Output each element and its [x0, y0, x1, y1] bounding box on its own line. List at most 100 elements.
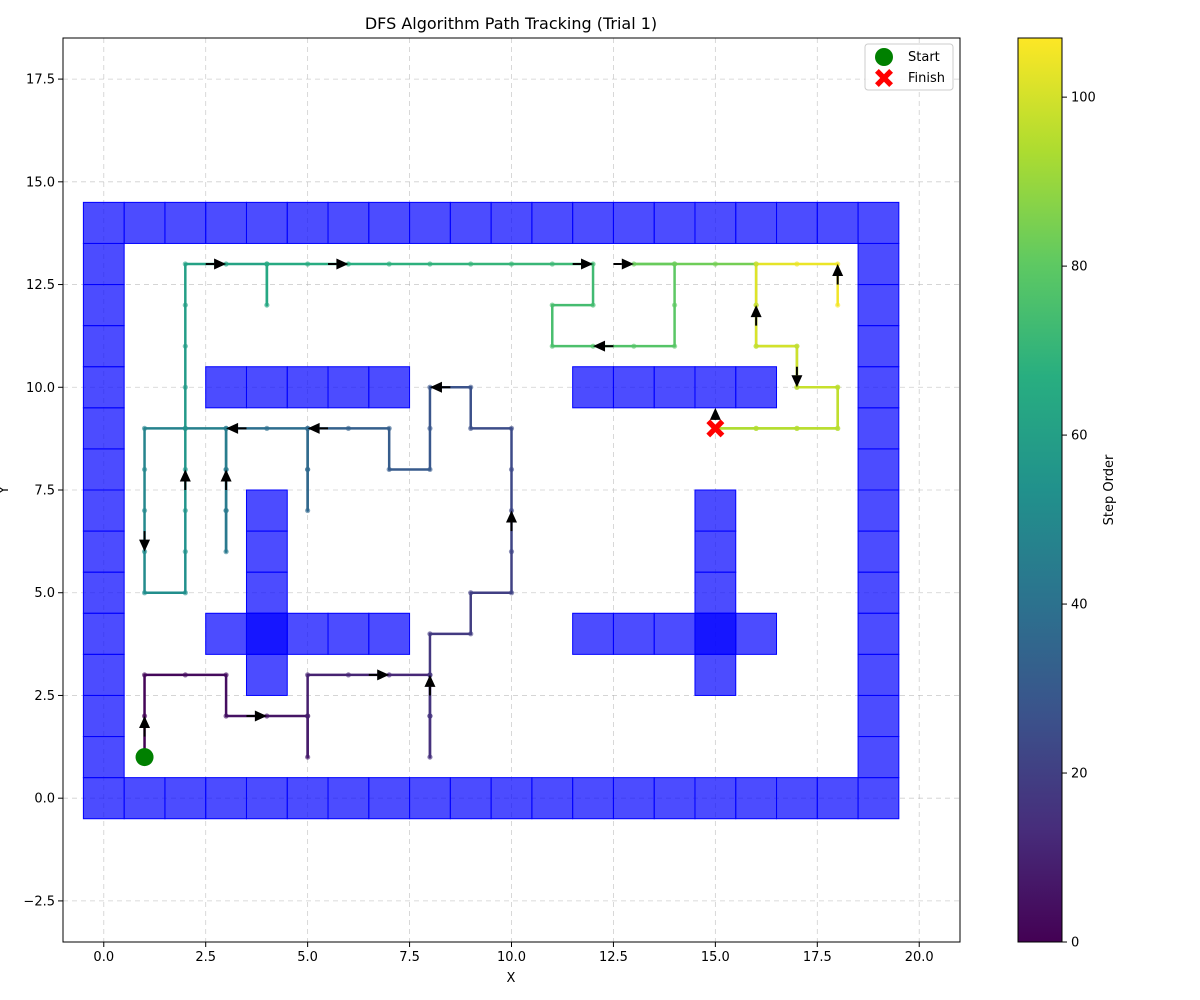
x-tick-label: 15.0 [701, 950, 730, 965]
wall-cell [82, 777, 125, 820]
direction-arrow [307, 422, 329, 434]
wall-cell [82, 284, 125, 327]
path-point [508, 425, 515, 431]
wall-cell [327, 201, 370, 244]
wall-cell [490, 777, 533, 820]
wall-cell [82, 448, 125, 491]
wall-cell [205, 777, 247, 820]
y-axis-label: Y [0, 486, 12, 495]
wall-cell [245, 489, 288, 532]
y-tick-label: 2.5 [34, 689, 55, 704]
wall-cell [857, 530, 900, 573]
wall-cell [694, 530, 737, 573]
wall-cell [286, 777, 329, 820]
arrow-head [226, 422, 239, 434]
wall-cell [857, 489, 900, 532]
direction-arrow [832, 264, 844, 285]
x-tick-label: 2.5 [195, 950, 216, 965]
arrow-head [377, 669, 390, 681]
wall-cell [245, 777, 288, 820]
arrow-head [220, 469, 232, 482]
arrow-head [336, 258, 349, 270]
arrow-head [581, 258, 594, 270]
x-tick-label: 0.0 [93, 950, 114, 965]
wall-cell [286, 366, 329, 409]
direction-arrow [709, 407, 721, 420]
dfs-path [141, 261, 841, 760]
wall-cell [857, 612, 900, 655]
path-point [386, 425, 392, 431]
wall-cell [816, 201, 859, 244]
arrow-head [179, 469, 191, 482]
path-point [386, 261, 392, 267]
wall-cell [205, 366, 247, 409]
wall-cell [735, 201, 778, 244]
path-point [794, 384, 800, 390]
wall-cell [653, 201, 696, 244]
wall-cell [776, 201, 818, 244]
arrow-head [506, 510, 517, 523]
path-point [427, 713, 433, 719]
direction-arrow [750, 305, 762, 326]
wall-cell [653, 366, 696, 409]
wall-cell [612, 777, 655, 820]
wall-cell [694, 777, 737, 820]
colorbar-tick-label: 60 [1071, 429, 1088, 444]
path-point [671, 261, 678, 267]
x-axis-ticks: 0.0 2.5 5.0 7.5 10.0 12.5 15.0 17.5 20.0 [93, 942, 934, 965]
wall-cell [82, 694, 125, 738]
path-point [182, 590, 188, 596]
wall-cell [82, 653, 125, 696]
wall-cell [857, 777, 900, 820]
direction-arrow [205, 258, 227, 270]
wall-cell [82, 489, 125, 532]
colorbar: 0 20 40 60 80 100 Step Order [1017, 37, 1117, 951]
path-point [427, 631, 433, 637]
path-point [223, 549, 229, 555]
path-point [223, 672, 229, 678]
wall-cell [164, 777, 207, 820]
arrow-head [214, 258, 227, 270]
wall-cell [857, 407, 900, 450]
y-tick-label: 0.0 [34, 792, 55, 807]
path-point [182, 672, 188, 678]
path-point [508, 466, 515, 473]
wall-cell [857, 694, 900, 738]
path-point [182, 261, 188, 267]
direction-arrow [368, 669, 390, 681]
path-point [508, 549, 515, 555]
wall-cell [82, 571, 125, 614]
wall-cell [531, 201, 574, 244]
direction-arrow [791, 366, 803, 388]
wall-cell [694, 201, 737, 244]
direction-arrow [572, 258, 594, 270]
wall-cell [857, 448, 900, 491]
legend-marker-start [875, 48, 893, 66]
wall-cell [816, 777, 859, 820]
path-point [468, 261, 474, 267]
path-point [264, 302, 270, 308]
wall-cell [694, 489, 737, 532]
path-point [182, 302, 188, 308]
wall-cell [735, 612, 778, 655]
finish-marker [706, 419, 725, 438]
colorbar-gradient [1017, 37, 1063, 943]
y-tick-label: 10.0 [26, 381, 55, 396]
path-point [264, 425, 270, 431]
wall-cell [572, 201, 614, 244]
arrow-head [750, 305, 762, 318]
direction-arrow [139, 531, 151, 552]
wall-cell [653, 612, 696, 655]
direction-arrow [139, 716, 151, 737]
wall-cell [409, 201, 451, 244]
wall-cell [82, 366, 125, 409]
path-point [141, 713, 148, 719]
start-marker [135, 748, 154, 767]
path-point [223, 713, 229, 719]
wall-cell [653, 777, 696, 820]
arrow-head [791, 375, 803, 388]
wall-cell [735, 366, 778, 409]
path-point [141, 425, 148, 431]
colorbar-tick-label: 20 [1071, 767, 1088, 782]
wall-cell [857, 284, 900, 327]
